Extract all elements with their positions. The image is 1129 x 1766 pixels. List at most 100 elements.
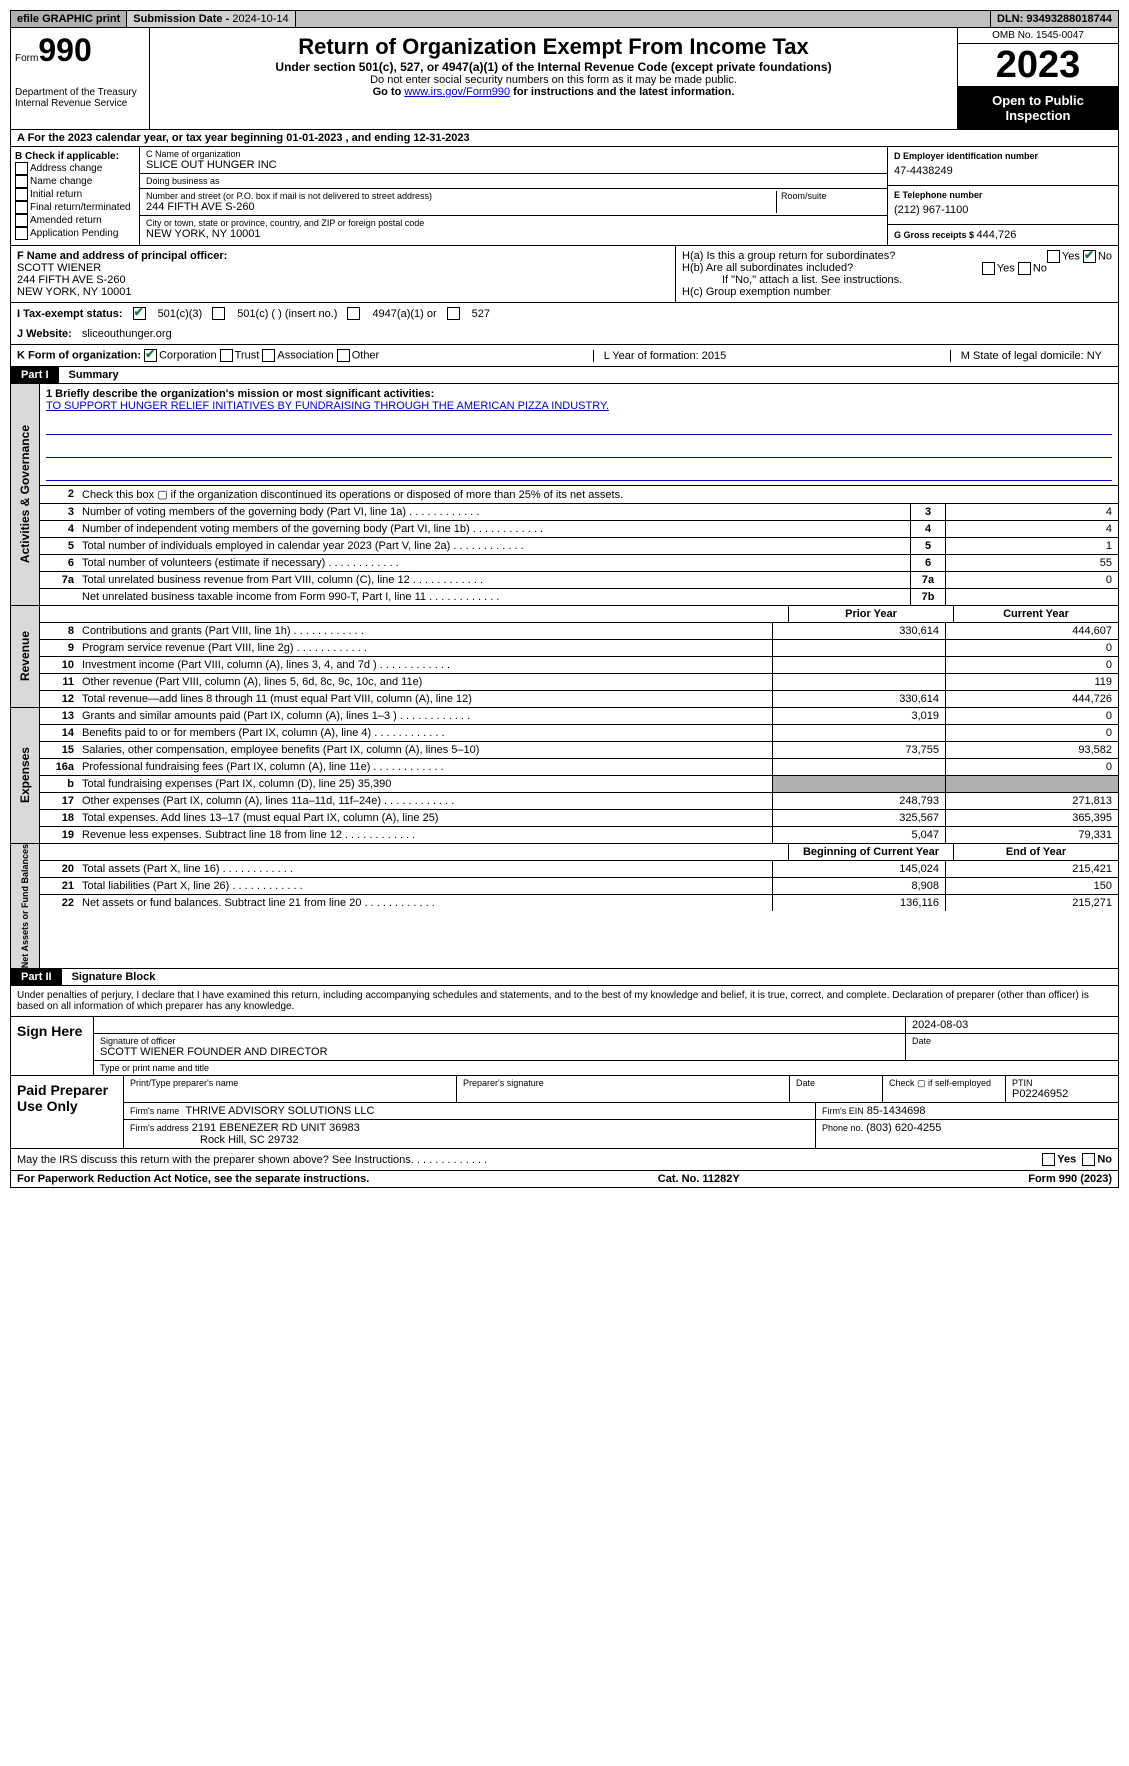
vlabel-exp: Expenses [18, 747, 32, 803]
check-501c3[interactable] [133, 307, 146, 320]
prep-date-label: Date [796, 1078, 876, 1088]
h-note: If "No," attach a list. See instructions… [682, 274, 1112, 286]
c19: 79,331 [945, 827, 1118, 843]
subtitle-2: Do not enter social security numbers on … [156, 74, 951, 86]
netassets-section: Net Assets or Fund Balances Beginning of… [10, 844, 1119, 969]
val-5: 1 [945, 538, 1118, 554]
part-i-tag: Part I [11, 367, 59, 383]
part-i-header: Part I Summary [10, 367, 1119, 384]
col-b-checks: B Check if applicable: Address change Na… [11, 147, 140, 245]
ein-label: D Employer identification number [894, 151, 1112, 161]
c15: 93,582 [945, 742, 1118, 758]
check-amended[interactable] [15, 214, 28, 227]
tax-status-label: I Tax-exempt status: [17, 308, 123, 320]
paid-preparer-label: Paid Preparer Use Only [11, 1076, 124, 1148]
ha-yes[interactable] [1047, 250, 1060, 263]
p14 [772, 725, 945, 741]
h-a: H(a) Is this a group return for subordin… [682, 250, 1112, 262]
firm-phone: (803) 620-4255 [866, 1122, 941, 1134]
subtitle-1: Under section 501(c), 527, or 4947(a)(1)… [156, 60, 951, 74]
vlabel-rev: Revenue [18, 631, 32, 681]
phone-label: E Telephone number [894, 190, 1112, 200]
irs-link[interactable]: www.irs.gov/Form990 [404, 86, 510, 98]
p9 [772, 640, 945, 656]
e22: 215,271 [945, 895, 1118, 911]
city-label: City or town, state or province, country… [146, 218, 881, 228]
line-12: Total revenue—add lines 8 through 11 (mu… [78, 691, 772, 707]
form-header: Form990 Department of the Treasury Inter… [10, 28, 1119, 130]
p12: 330,614 [772, 691, 945, 707]
h-b: H(b) Are all subordinates included? Yes … [682, 262, 1112, 274]
officer-addr1: 244 FIFTH AVE S-260 [17, 274, 126, 286]
line-17: Other expenses (Part IX, column (A), lin… [78, 793, 772, 809]
val-4: 4 [945, 521, 1118, 537]
check-other[interactable] [337, 349, 350, 362]
check-assoc[interactable] [262, 349, 275, 362]
open-to-public: Open to Public Inspection [958, 87, 1118, 129]
discuss-row: May the IRS discuss this return with the… [10, 1149, 1119, 1171]
vlabel-na: Net Assets or Fund Balances [20, 844, 30, 968]
p17: 248,793 [772, 793, 945, 809]
hb-yes[interactable] [982, 262, 995, 275]
current-year-hdr: Current Year [953, 606, 1118, 622]
footer-left: For Paperwork Reduction Act Notice, see … [17, 1173, 369, 1185]
check-501c[interactable] [212, 307, 225, 320]
hb-no[interactable] [1018, 262, 1031, 275]
submission-date: Submission Date - 2024-10-14 [127, 11, 295, 27]
city: NEW YORK, NY 10001 [146, 228, 881, 240]
line-5: Total number of individuals employed in … [78, 538, 910, 554]
part-ii-tag: Part II [11, 969, 62, 985]
check-pending[interactable] [15, 227, 28, 240]
dept-label: Department of the Treasury [15, 87, 145, 98]
part-ii-title: Signature Block [62, 969, 166, 985]
gross-label: G Gross receipts $ [894, 230, 977, 240]
line-19: Revenue less expenses. Subtract line 18 … [78, 827, 772, 843]
row-fh: F Name and address of principal officer:… [10, 246, 1119, 303]
line-21: Total liabilities (Part X, line 26) [78, 878, 772, 894]
line-7a: Total unrelated business revenue from Pa… [78, 572, 910, 588]
c14: 0 [945, 725, 1118, 741]
firm-phone-label: Phone no. [822, 1123, 863, 1133]
discuss-yes[interactable] [1042, 1153, 1055, 1166]
subtitle-3: Go to www.irs.gov/Form990 for instructio… [156, 86, 951, 98]
check-initial-return[interactable] [15, 188, 28, 201]
officer-name: SCOTT WIENER [17, 262, 101, 274]
check-name-change[interactable] [15, 175, 28, 188]
footer-cat: Cat. No. 11282Y [658, 1173, 740, 1185]
c17: 271,813 [945, 793, 1118, 809]
p16b [772, 776, 945, 792]
check-address-change[interactable] [15, 162, 28, 175]
line-16a: Professional fundraising fees (Part IX, … [78, 759, 772, 775]
firm-ein: 85-1434698 [867, 1105, 926, 1117]
p19: 5,047 [772, 827, 945, 843]
org-name-label: C Name of organization [146, 149, 881, 159]
ein: 47-4438249 [894, 161, 1112, 181]
check-trust[interactable] [220, 349, 233, 362]
discuss-no[interactable] [1082, 1153, 1095, 1166]
check-4947[interactable] [347, 307, 360, 320]
e21: 150 [945, 878, 1118, 894]
street: 244 FIFTH AVE S-260 [146, 201, 776, 213]
c11: 119 [945, 674, 1118, 690]
val-7b [945, 589, 1118, 605]
ptin: P02246952 [1012, 1088, 1112, 1100]
check-corp[interactable] [144, 349, 157, 362]
gross-receipts: 444,726 [977, 229, 1017, 241]
c18: 365,395 [945, 810, 1118, 826]
line-6: Total number of volunteers (estimate if … [78, 555, 910, 571]
check-527[interactable] [447, 307, 460, 320]
efile-label: efile GRAPHIC print [11, 11, 127, 27]
firm-ein-label: Firm's EIN [822, 1106, 864, 1116]
firm-addr1: 2191 EBENEZER RD UNIT 36983 [192, 1122, 360, 1134]
check-final-return[interactable] [15, 201, 28, 214]
state-domicile: M State of legal domicile: NY [950, 350, 1112, 362]
ha-no[interactable] [1083, 250, 1096, 263]
row-i: I Tax-exempt status: 501(c)(3) 501(c) ( … [10, 303, 1119, 324]
mission-text: TO SUPPORT HUNGER RELIEF INITIATIVES BY … [46, 400, 609, 412]
na-hdr-blank [78, 844, 788, 860]
sign-here-block: Sign Here 2024-08-03 Signature of office… [10, 1016, 1119, 1076]
b21: 8,908 [772, 878, 945, 894]
c8: 444,607 [945, 623, 1118, 639]
year-formation: L Year of formation: 2015 [593, 350, 737, 362]
end-year-hdr: End of Year [953, 844, 1118, 860]
